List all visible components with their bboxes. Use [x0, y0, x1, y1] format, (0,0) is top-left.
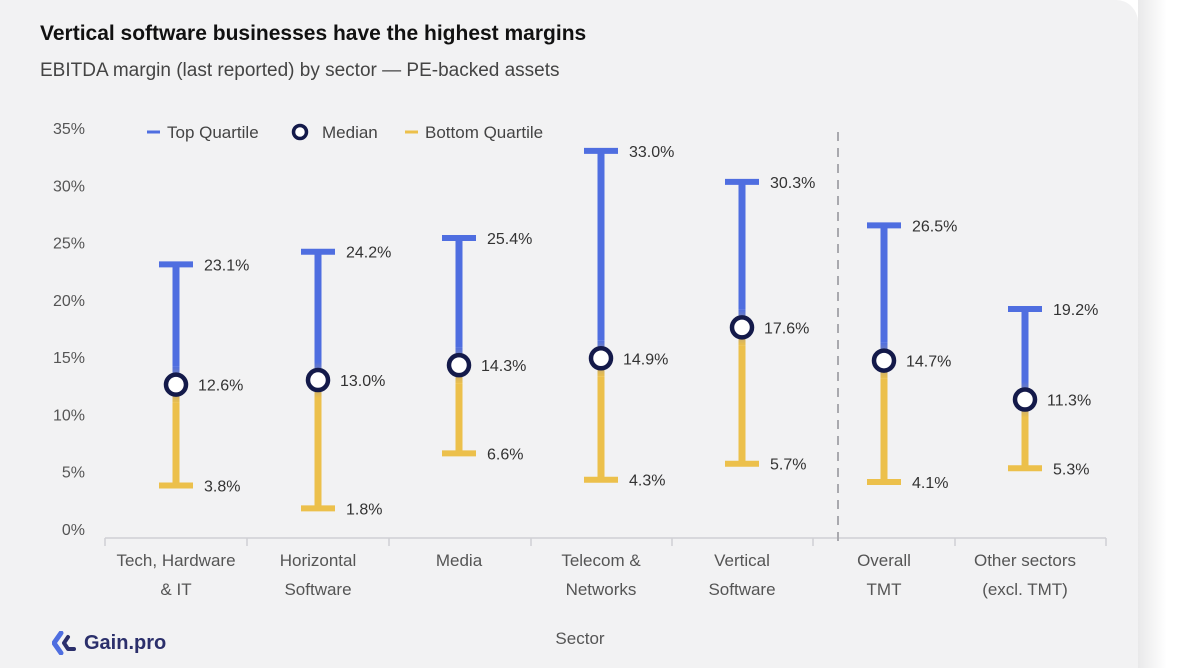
y-tick-label: 35% — [53, 121, 85, 138]
median-marker — [1012, 387, 1038, 412]
category-label: Horizontal — [280, 551, 357, 570]
x-axis-title: Sector — [555, 629, 604, 648]
median-label: 14.7% — [906, 354, 951, 371]
category-label: Software — [708, 580, 775, 599]
median-label: 11.3% — [1047, 393, 1091, 410]
category-label: Media — [436, 551, 483, 570]
category-label: TMT — [867, 580, 902, 599]
legend-median-label: Median — [322, 123, 378, 142]
median-marker — [163, 372, 189, 397]
median-label: 17.6% — [764, 320, 809, 337]
chart-subtitle: EBITDA margin (last reported) by sector … — [40, 60, 560, 81]
legend-top-quartile-label: Top Quartile — [167, 123, 259, 142]
category-label: (excl. TMT) — [982, 580, 1068, 599]
bottom-quartile-label: 6.6% — [487, 446, 523, 463]
top-quartile-label: 26.5% — [912, 218, 957, 235]
y-tick-label: 25% — [53, 236, 85, 253]
median-label: 12.6% — [198, 378, 243, 395]
gain-logo-icon — [52, 631, 76, 655]
bottom-quartile-label: 5.7% — [770, 457, 806, 474]
median-marker — [446, 352, 472, 378]
median-marker — [588, 346, 614, 371]
top-quartile-label: 25.4% — [487, 231, 532, 248]
bottom-quartile-label: 5.3% — [1053, 461, 1089, 478]
card-edge-shadow — [1138, 0, 1179, 668]
category-label: Software — [284, 580, 351, 599]
y-tick-label: 5% — [62, 465, 85, 482]
y-tick-label: 15% — [53, 350, 85, 367]
category-label: & IT — [160, 580, 191, 599]
bottom-quartile-label: 3.8% — [204, 478, 240, 495]
legend-bottom-quartile-label: Bottom Quartile — [425, 123, 543, 142]
category-label: Overall — [857, 551, 911, 570]
brand-name: Gain.pro — [84, 631, 167, 654]
chart-title: Vertical software businesses have the hi… — [40, 22, 587, 45]
top-quartile-label: 23.1% — [204, 257, 249, 274]
top-quartile-label: 33.0% — [629, 144, 674, 161]
category-label: Vertical — [714, 551, 770, 570]
category-label: Other sectors — [974, 551, 1076, 570]
category-label: Networks — [566, 580, 637, 599]
bottom-quartile-label: 4.1% — [912, 475, 948, 492]
bottom-quartile-label: 4.3% — [629, 473, 665, 490]
category-label: Telecom & — [561, 551, 641, 570]
bottom-quartile-label: 1.8% — [346, 501, 382, 518]
top-quartile-label: 24.2% — [346, 245, 391, 262]
chart-card — [0, 0, 1138, 668]
category-label: Tech, Hardware — [116, 551, 235, 570]
median-marker — [305, 367, 331, 393]
median-label: 14.9% — [623, 351, 668, 368]
legend-median-swatch — [291, 123, 309, 141]
y-tick-label: 20% — [53, 293, 85, 310]
median-marker — [729, 315, 755, 340]
median-label: 13.0% — [340, 373, 385, 390]
y-tick-label: 10% — [53, 407, 85, 424]
top-quartile-label: 30.3% — [770, 175, 815, 192]
y-tick-label: 0% — [62, 522, 85, 539]
median-label: 14.3% — [481, 358, 526, 375]
median-marker — [871, 348, 897, 373]
y-tick-label: 30% — [53, 178, 85, 195]
brand-logo: Gain.pro — [52, 631, 166, 655]
top-quartile-label: 19.2% — [1053, 302, 1098, 319]
